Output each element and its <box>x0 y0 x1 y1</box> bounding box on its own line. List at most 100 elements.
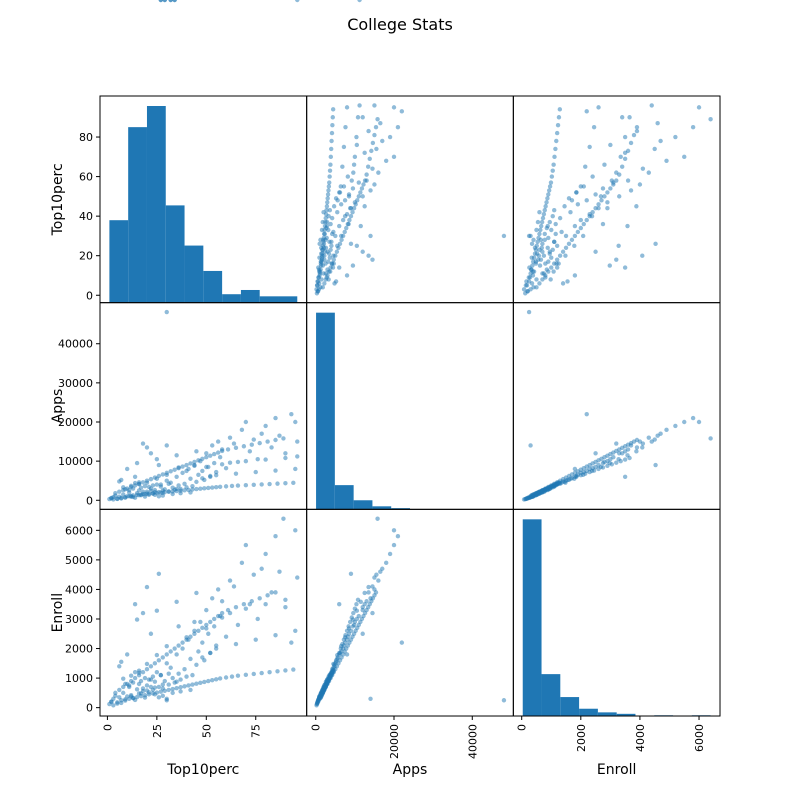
scatter-point <box>281 516 286 521</box>
y-tick-label: 60 <box>79 171 93 184</box>
y-tick-label: 40 <box>79 210 93 223</box>
scatter-point <box>329 231 335 237</box>
scatter-point <box>259 482 264 487</box>
scatter-point <box>395 124 401 130</box>
scatter-point <box>325 192 331 197</box>
scatter-point <box>295 575 300 580</box>
scatter-point <box>556 115 562 120</box>
scatter-point <box>126 683 132 688</box>
scatter-point <box>318 261 324 266</box>
scatter-point <box>653 462 658 468</box>
scatter-point <box>164 472 169 478</box>
scatter-point <box>640 441 646 446</box>
scatter-matrix-panels: 020406080Top10perc010000200003000040000A… <box>50 0 721 778</box>
scatter-point <box>590 209 595 215</box>
scatter-point <box>331 204 337 209</box>
scatter-point <box>327 174 332 179</box>
scatter-point <box>355 115 361 120</box>
scatter-point <box>176 483 181 488</box>
scatter-point <box>342 198 348 203</box>
scatter-point <box>227 610 233 616</box>
scatter-point <box>210 485 215 490</box>
scatter-point <box>148 664 154 669</box>
scatter-point <box>634 128 640 134</box>
y-tick-label: 0 <box>86 494 93 507</box>
scatter-point <box>361 182 366 187</box>
scatter-point <box>342 213 348 219</box>
scatter-point <box>204 626 209 631</box>
scatter-point <box>600 186 606 191</box>
scatter-point <box>646 170 651 175</box>
scatter-point <box>314 283 320 288</box>
scatter-point <box>539 223 544 229</box>
scatter-point <box>134 687 140 692</box>
scatter-point <box>569 198 575 203</box>
scatter-point <box>208 650 213 656</box>
scatter-point <box>194 449 199 454</box>
scatter-point <box>166 489 171 495</box>
panel-Apps-vs-Apps <box>306 302 514 510</box>
scatter-point <box>188 476 193 481</box>
scatter-point <box>593 249 598 254</box>
scatter-point <box>275 481 280 486</box>
scatter-point <box>552 154 557 160</box>
scatter-point <box>532 245 538 250</box>
scatter-point <box>328 154 334 160</box>
scatter-point <box>215 613 221 619</box>
scatter-point <box>156 658 162 663</box>
scatter-point <box>596 202 601 207</box>
scatter-point <box>194 479 199 485</box>
scatter-point <box>374 146 379 152</box>
hist-bar <box>128 127 147 303</box>
scatter-point <box>144 480 150 485</box>
scatter-point <box>339 237 344 243</box>
scatter-point <box>206 631 211 636</box>
scatter-point <box>365 164 371 169</box>
scatter-point <box>233 445 239 451</box>
scatter-point <box>560 249 566 254</box>
scatter-point <box>115 701 120 706</box>
scatter-point <box>219 610 225 616</box>
scatter-point <box>198 486 203 491</box>
hist-bar <box>184 245 204 303</box>
scatter-point <box>395 534 401 539</box>
scatter-point <box>542 237 547 243</box>
scatter-point <box>337 223 342 229</box>
scatter-point <box>293 466 298 472</box>
scatter-point <box>550 247 555 252</box>
scatter-point <box>332 664 337 669</box>
y-tick-label: 0 <box>86 702 93 715</box>
y-tick-label: 30000 <box>58 377 93 390</box>
scatter-point <box>566 241 572 247</box>
scatter-point <box>188 656 193 662</box>
scatter-point <box>331 261 336 266</box>
x-tick-label: 2000 <box>575 724 588 752</box>
scatter-point <box>501 233 507 239</box>
scatter-point <box>350 209 355 215</box>
scatter-point <box>322 249 328 254</box>
scatter-point <box>501 698 507 703</box>
scatter-point <box>640 253 645 258</box>
scatter-point <box>325 200 330 205</box>
scatter-point <box>293 628 298 634</box>
scatter-point <box>370 584 375 589</box>
x-tick-label: 50 <box>200 724 213 738</box>
scatter-point <box>337 190 342 195</box>
scatter-point <box>295 454 300 459</box>
scatter-point <box>329 239 334 245</box>
scatter-point <box>235 459 241 465</box>
scatter-point <box>614 178 619 183</box>
scatter-point <box>277 569 282 574</box>
hist-bar <box>165 205 185 303</box>
scatter-point <box>231 441 237 446</box>
scatter-point <box>553 231 558 237</box>
scatter-point <box>160 488 165 493</box>
scatter-point <box>156 695 162 700</box>
scatter-point <box>204 451 209 456</box>
scatter-point <box>553 221 558 227</box>
scatter-point <box>574 190 579 195</box>
scatter-point <box>357 0 362 3</box>
scatter-point <box>174 679 179 684</box>
scatter-point <box>219 599 225 604</box>
scatter-point <box>554 265 560 270</box>
